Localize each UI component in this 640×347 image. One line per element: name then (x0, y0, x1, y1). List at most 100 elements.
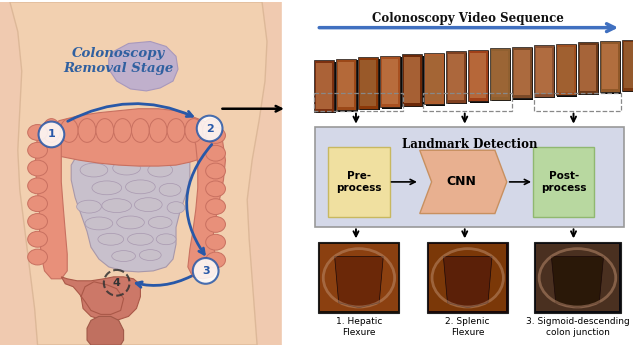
Text: 4: 4 (113, 278, 120, 288)
Ellipse shape (77, 200, 101, 213)
Ellipse shape (92, 181, 122, 195)
Text: Landmark Detection: Landmark Detection (402, 138, 538, 151)
Ellipse shape (140, 249, 161, 261)
Ellipse shape (113, 161, 140, 175)
Ellipse shape (203, 119, 221, 142)
FancyBboxPatch shape (580, 45, 596, 91)
Ellipse shape (98, 233, 124, 245)
Ellipse shape (28, 231, 47, 247)
Text: CNN: CNN (446, 175, 476, 188)
Polygon shape (552, 256, 604, 308)
Polygon shape (61, 277, 140, 320)
FancyBboxPatch shape (321, 244, 397, 312)
Text: Pre-
process: Pre- process (336, 171, 381, 193)
FancyBboxPatch shape (338, 60, 358, 112)
FancyBboxPatch shape (426, 56, 442, 101)
Ellipse shape (28, 160, 47, 176)
Polygon shape (87, 316, 124, 345)
Ellipse shape (80, 163, 108, 177)
FancyBboxPatch shape (600, 41, 620, 92)
Ellipse shape (167, 202, 185, 213)
FancyBboxPatch shape (316, 127, 624, 227)
FancyBboxPatch shape (382, 57, 401, 109)
FancyBboxPatch shape (534, 45, 554, 97)
FancyBboxPatch shape (492, 50, 511, 101)
Ellipse shape (205, 199, 225, 214)
Text: 1. Hepatic
Flexure: 1. Hepatic Flexure (336, 318, 382, 337)
Polygon shape (188, 121, 225, 279)
FancyBboxPatch shape (328, 147, 390, 217)
FancyBboxPatch shape (512, 47, 532, 98)
FancyBboxPatch shape (337, 59, 356, 110)
Ellipse shape (148, 163, 173, 177)
FancyBboxPatch shape (556, 44, 576, 95)
Text: 3. Sigmoid-descending
colon junction: 3. Sigmoid-descending colon junction (525, 318, 629, 337)
Circle shape (193, 258, 218, 284)
Ellipse shape (28, 196, 47, 212)
FancyBboxPatch shape (360, 59, 380, 110)
FancyBboxPatch shape (448, 54, 464, 100)
Polygon shape (0, 2, 38, 345)
Ellipse shape (85, 217, 113, 230)
Polygon shape (109, 42, 178, 91)
Ellipse shape (78, 119, 96, 142)
FancyBboxPatch shape (536, 244, 619, 312)
Ellipse shape (205, 181, 225, 197)
Text: 2: 2 (205, 124, 214, 134)
Ellipse shape (131, 119, 149, 142)
Polygon shape (335, 256, 383, 308)
Polygon shape (36, 121, 67, 279)
FancyBboxPatch shape (316, 62, 336, 113)
Ellipse shape (205, 217, 225, 232)
Ellipse shape (28, 249, 47, 265)
Text: Post-
process: Post- process (541, 171, 586, 193)
Ellipse shape (148, 217, 172, 228)
Ellipse shape (28, 213, 47, 229)
FancyBboxPatch shape (536, 47, 556, 98)
FancyBboxPatch shape (319, 242, 399, 313)
FancyBboxPatch shape (622, 40, 640, 91)
FancyBboxPatch shape (578, 42, 598, 94)
FancyBboxPatch shape (514, 50, 530, 95)
Ellipse shape (102, 199, 131, 213)
Ellipse shape (114, 119, 131, 142)
Ellipse shape (205, 163, 225, 179)
FancyBboxPatch shape (490, 49, 510, 100)
Ellipse shape (42, 119, 60, 142)
Ellipse shape (28, 125, 47, 141)
Ellipse shape (125, 180, 156, 194)
FancyBboxPatch shape (558, 47, 573, 92)
FancyBboxPatch shape (602, 42, 621, 94)
FancyBboxPatch shape (534, 242, 621, 313)
Circle shape (196, 116, 223, 141)
Ellipse shape (127, 233, 153, 245)
FancyBboxPatch shape (382, 59, 398, 104)
FancyBboxPatch shape (623, 41, 640, 92)
Polygon shape (10, 2, 267, 345)
FancyBboxPatch shape (513, 49, 533, 100)
Ellipse shape (205, 234, 225, 250)
Ellipse shape (205, 145, 225, 161)
FancyBboxPatch shape (533, 147, 595, 217)
Ellipse shape (60, 119, 78, 142)
FancyBboxPatch shape (557, 45, 577, 97)
FancyBboxPatch shape (314, 60, 334, 112)
FancyBboxPatch shape (426, 54, 445, 106)
FancyBboxPatch shape (380, 56, 400, 107)
FancyBboxPatch shape (470, 53, 486, 98)
Ellipse shape (112, 251, 136, 262)
Ellipse shape (167, 119, 185, 142)
Text: 1: 1 (47, 129, 55, 139)
FancyBboxPatch shape (339, 62, 354, 107)
Text: Colonoscopy
Removal Stage: Colonoscopy Removal Stage (63, 47, 174, 75)
FancyBboxPatch shape (624, 42, 639, 88)
Ellipse shape (159, 183, 181, 196)
Ellipse shape (116, 216, 145, 229)
Ellipse shape (156, 234, 176, 245)
Circle shape (38, 121, 64, 147)
FancyBboxPatch shape (468, 50, 488, 101)
FancyBboxPatch shape (316, 63, 332, 109)
Text: 2. Splenic
Flexure: 2. Splenic Flexure (445, 318, 490, 337)
Ellipse shape (96, 119, 114, 142)
Ellipse shape (28, 178, 47, 194)
